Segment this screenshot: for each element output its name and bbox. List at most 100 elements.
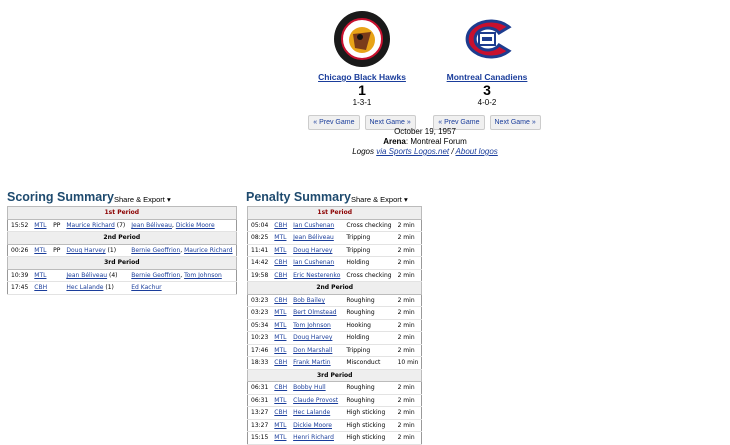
table-row: 15:15 MTL Henri Richard High sticking 2 min: [247, 431, 422, 445]
team-link[interactable]: MTL: [274, 321, 287, 329]
team-link[interactable]: MTL: [274, 309, 287, 317]
player-link[interactable]: Ed Kachur: [131, 284, 162, 292]
table-row: 13:27 MTL Dickie Moore High sticking 2 min: [247, 419, 422, 432]
team-link[interactable]: CBH: [274, 221, 288, 229]
cell: 2 min: [394, 406, 422, 420]
cell: Cross checking: [343, 219, 395, 232]
cell: 17:46: [247, 344, 272, 357]
cell: 03:23: [247, 306, 272, 320]
player-link[interactable]: Henri Richard: [293, 434, 334, 442]
table-row: 17:46 MTL Don Marshall Tripping 2 min: [247, 344, 422, 357]
cell: 2 min: [394, 294, 422, 307]
cell: 2 min: [394, 269, 422, 282]
player-link[interactable]: Jean Béliveau: [293, 234, 334, 242]
team-link[interactable]: MTL: [274, 434, 287, 442]
player-link[interactable]: Tom Johnson: [293, 321, 331, 329]
player-link[interactable]: Bernie Geoffrion: [131, 271, 181, 279]
cell: 05:34: [247, 319, 272, 332]
team-link[interactable]: CBH: [274, 384, 288, 392]
about-logos-link[interactable]: About logos: [455, 147, 498, 156]
period-header: 1st Period: [7, 206, 237, 220]
team-link[interactable]: CBH: [274, 296, 288, 304]
player-link[interactable]: Dickie Moore: [175, 221, 215, 229]
table-row: 05:34 MTL Tom Johnson Hooking 2 min: [247, 319, 422, 332]
cell: MTL: [271, 344, 291, 357]
cell: 14:42: [247, 256, 272, 270]
team-link[interactable]: MTL: [274, 246, 287, 254]
player-link[interactable]: Doug Harvey: [293, 246, 333, 254]
table-row: 05:04 CBH Ian Cushenan Cross checking 2 min: [247, 219, 422, 232]
team-link-montreal[interactable]: Montreal Canadiens: [446, 72, 528, 82]
cell: Jean Béliveau (4): [63, 269, 129, 282]
player-link[interactable]: Maurice Richard: [184, 246, 233, 254]
team-link[interactable]: MTL: [274, 396, 287, 404]
player-link[interactable]: Don Marshall: [293, 346, 333, 354]
team-link-chicago[interactable]: Chicago Black Hawks: [318, 72, 406, 82]
team-link[interactable]: MTL: [274, 421, 287, 429]
team-link[interactable]: MTL: [274, 334, 287, 342]
cell: MTL: [271, 419, 291, 432]
cell: Henri Richard: [290, 431, 344, 445]
cell: Bobby Hull: [290, 381, 344, 395]
player-link[interactable]: Doug Harvey: [293, 334, 333, 342]
team-link[interactable]: CBH: [274, 359, 288, 367]
next-game-button[interactable]: Next Game »: [364, 115, 416, 130]
period-header: 2nd Period: [246, 281, 423, 295]
cell: 15:52: [7, 219, 32, 232]
period-scores: 4-0-2: [477, 98, 497, 107]
cell: Tom Johnson: [290, 319, 344, 332]
team-link[interactable]: CBH: [274, 409, 288, 417]
player-link[interactable]: Eric Nesterenko: [293, 271, 341, 279]
team-link[interactable]: MTL: [274, 346, 287, 354]
logos-credit: Logos via Sports Logos.net / About logos: [352, 147, 498, 156]
cell: 2 min: [394, 431, 422, 445]
player-link[interactable]: Bob Bailey: [293, 296, 325, 304]
player-link[interactable]: Maurice Richard: [66, 221, 115, 229]
player-link[interactable]: Hec Lalande: [293, 409, 331, 417]
cell: Misconduct: [343, 356, 395, 370]
sports-logos-link[interactable]: via Sports Logos.net: [376, 147, 450, 156]
table-row: 00:26 MTL PP Doug Harvey (1) Bernie Geoffrio…: [7, 244, 237, 257]
cell: MTL: [31, 244, 51, 257]
team-link[interactable]: MTL: [34, 246, 47, 254]
player-link[interactable]: Ian Cushenan: [293, 221, 335, 229]
cell: 05:04: [247, 219, 272, 232]
team-link[interactable]: CBH: [34, 284, 48, 292]
next-game-button[interactable]: Next Game »: [489, 115, 541, 130]
player-link[interactable]: Ian Cushenan: [293, 259, 335, 267]
table-row: 08:25 MTL Jean Béliveau Tripping 2 min: [247, 231, 422, 245]
cell: Ian Cushenan: [290, 219, 344, 232]
scoring-share-export[interactable]: Share & Export ▾: [114, 195, 171, 204]
penalty-share-export[interactable]: Share & Export ▾: [351, 195, 408, 204]
player-link[interactable]: Doug Harvey: [66, 246, 106, 254]
player-link[interactable]: Claude Provost: [293, 396, 339, 404]
cell: Bernie Geoffrion, Tom Johnson: [128, 269, 237, 282]
player-link[interactable]: Bernie Geoffrion: [131, 246, 181, 254]
cell: High sticking: [343, 406, 395, 420]
cell: 2 min: [394, 394, 422, 407]
player-link[interactable]: Hec Lalande: [66, 284, 104, 292]
team-link[interactable]: MTL: [274, 234, 287, 242]
cell: Claude Provost: [290, 394, 344, 407]
cell: 18:33: [247, 356, 272, 370]
team-link[interactable]: CBH: [274, 259, 288, 267]
player-link[interactable]: Bobby Hull: [293, 384, 326, 392]
player-link[interactable]: Dickie Moore: [293, 421, 332, 429]
team-link[interactable]: MTL: [34, 221, 47, 229]
table-row: 19:58 CBH Eric Nesterenko Cross checking 2 m…: [247, 269, 422, 282]
table-row: 13:27 CBH Hec Lalande High sticking 2 min: [247, 406, 422, 420]
player-link[interactable]: Frank Martin: [293, 359, 331, 367]
cell: MTL: [271, 331, 291, 345]
player-link[interactable]: Jean Béliveau: [131, 221, 172, 229]
player-link[interactable]: Jean Béliveau: [66, 271, 108, 279]
team-link[interactable]: MTL: [34, 271, 47, 279]
player-link[interactable]: Tom Johnson: [184, 271, 222, 279]
cell: 2 min: [394, 244, 422, 257]
player-link[interactable]: Bert Olmstead: [293, 309, 337, 317]
table-row: 14:42 CBH Ian Cushenan Holding 2 min: [247, 256, 422, 270]
table-row: 10:23 MTL Doug Harvey Holding 2 min: [247, 331, 422, 345]
team-link[interactable]: CBH: [274, 271, 288, 279]
team-score: 1: [358, 82, 366, 98]
prev-game-button[interactable]: « Prev Game: [433, 115, 485, 130]
prev-game-button[interactable]: « Prev Game: [308, 115, 360, 130]
